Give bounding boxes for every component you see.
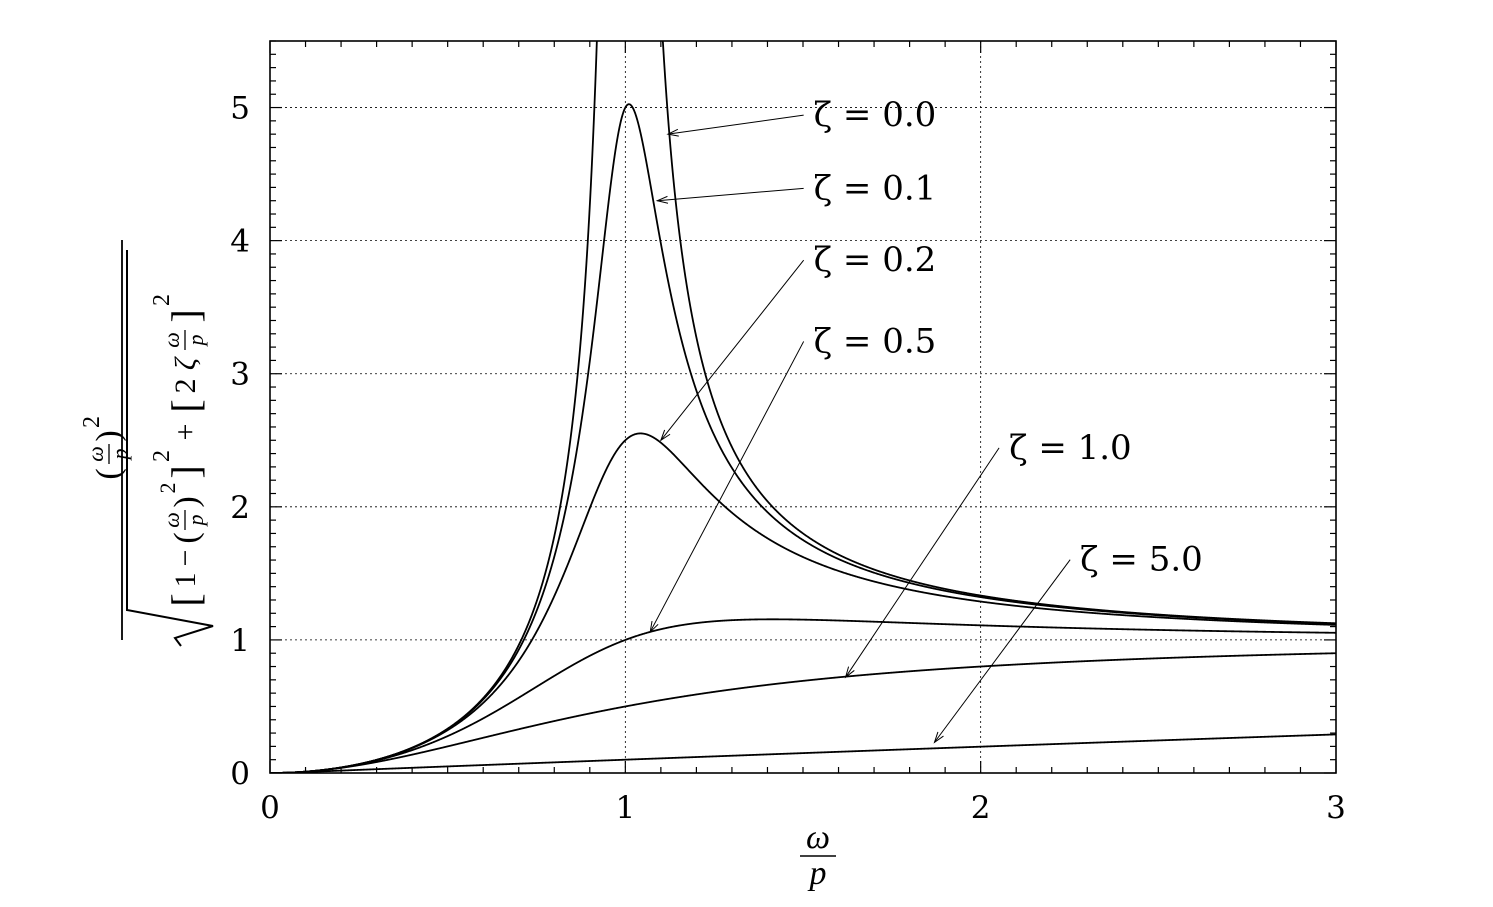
- svg-text:ω: ω: [159, 512, 184, 528]
- annotation-arrowhead-3: [649, 620, 659, 634]
- svg-text:[: [: [163, 399, 208, 412]
- y-tick-label: 5: [230, 91, 250, 127]
- svg-text:+: +: [169, 424, 202, 441]
- series-line-3: [270, 618, 1336, 773]
- annotation-label-2: ζ = 0.2: [814, 240, 937, 280]
- annotation-leader-3: [649, 341, 805, 633]
- svg-text:p: p: [107, 449, 132, 462]
- annotation-label-0: ζ = 0.0: [814, 95, 937, 135]
- series-line-0: [661, 41, 1336, 625]
- annotation-arrowhead-1: [655, 195, 669, 204]
- x-axis-label-denominator: p: [808, 855, 827, 892]
- minor-ticks: [269, 40, 1337, 774]
- annotation-leader-5: [934, 559, 1071, 743]
- svg-text:p: p: [183, 335, 208, 348]
- annotation-label-5: ζ = 5.0: [1080, 540, 1203, 580]
- series-line-2: [270, 432, 1336, 773]
- x-axis-label-numerator: ω: [806, 819, 830, 856]
- x-tick-label: 2: [971, 790, 991, 826]
- svg-text:−: −: [169, 550, 202, 567]
- svg-text:(: (: [168, 532, 205, 543]
- y-axis-label: ( ω p ) 2 [ 1 − ( ω p ) 2 ] 2 + [ 2 ζ ω: [79, 240, 214, 647]
- svg-text:]: ]: [163, 465, 208, 478]
- svg-text:2: 2: [169, 379, 202, 394]
- y-axis-label-denominator: [ 1 − ( ω p ) 2 ] 2 + [ 2 ζ ω p ] 2: [126, 250, 214, 647]
- series-line-5: [270, 733, 1336, 773]
- annotation-arrowhead-2: [659, 429, 671, 442]
- svg-text:ω: ω: [159, 332, 184, 348]
- annotation-leader-4: [845, 447, 1000, 678]
- x-tick-label: 3: [1326, 790, 1346, 826]
- annotation-label-3: ζ = 0.5: [814, 321, 937, 361]
- x-tick-label: 1: [615, 790, 635, 826]
- y-axis-label-numerator: ( ω p ) 2: [79, 416, 132, 480]
- annotation-leader-1: [657, 187, 804, 202]
- series-curves: [270, 41, 1336, 773]
- annotation-arrowhead-4: [844, 666, 855, 679]
- svg-text:p: p: [183, 515, 208, 528]
- svg-text:(: (: [90, 468, 127, 479]
- x-axis-label: ω p: [800, 819, 836, 892]
- tick-labels: 0 1 2 3 0 1 2 3 4 5: [230, 91, 1346, 826]
- series-line-1: [270, 103, 1336, 773]
- svg-text:2: 2: [149, 450, 175, 462]
- annotation-leader-0: [667, 114, 804, 135]
- annotation-label-1: ζ = 0.1: [814, 168, 937, 208]
- series-line-0: [270, 41, 598, 773]
- svg-text:ω: ω: [83, 446, 108, 462]
- svg-text:2: 2: [79, 416, 105, 428]
- plot-frame: [269, 40, 1337, 774]
- y-tick-label: 0: [230, 756, 250, 792]
- svg-text:2: 2: [149, 294, 175, 306]
- svg-text:1: 1: [169, 573, 202, 588]
- svg-text:): ): [90, 430, 127, 441]
- x-tick-label: 0: [260, 790, 280, 826]
- annotation-arrowhead-5: [933, 731, 944, 744]
- annotation-leader-2: [660, 259, 805, 441]
- y-tick-label: 3: [230, 357, 250, 393]
- series-annotations: ζ = 0.0 ζ = 0.1 ζ = 0.2 ζ = 0.5 ζ = 1.0 ζ = 5…: [649, 95, 1203, 744]
- y-tick-label: 1: [230, 623, 250, 659]
- svg-text:]: ]: [163, 309, 208, 322]
- y-tick-label: 2: [230, 490, 250, 526]
- annotation-arrowhead-0: [666, 128, 679, 137]
- svg-text:): ): [168, 496, 205, 507]
- grid-lines: [270, 41, 1336, 773]
- y-tick-label: 4: [230, 224, 250, 260]
- svg-text:[: [: [163, 593, 208, 606]
- svg-text:ζ: ζ: [169, 356, 202, 370]
- svg-text:2: 2: [155, 483, 180, 494]
- series-line-4: [270, 652, 1336, 773]
- annotation-label-4: ζ = 1.0: [1009, 428, 1132, 468]
